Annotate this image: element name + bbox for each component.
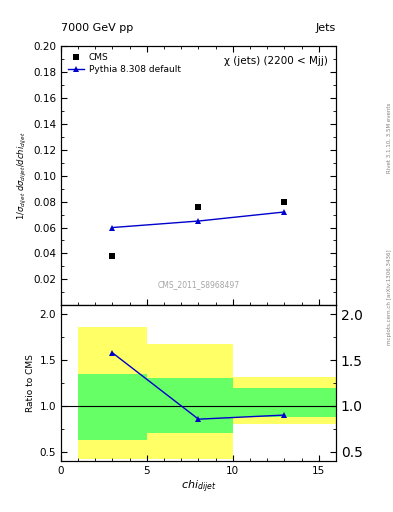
Y-axis label: Ratio to CMS: Ratio to CMS (26, 354, 35, 412)
Y-axis label: $1/\sigma_{dijet}\ d\sigma_{dijet}/dchi_{dijet}$: $1/\sigma_{dijet}\ d\sigma_{dijet}/dchi_… (16, 132, 29, 220)
Text: Rivet 3.1.10, 3.5M events: Rivet 3.1.10, 3.5M events (387, 103, 391, 174)
CMS (110, 253, 115, 259)
Pythia 8.308 default (282, 209, 287, 215)
Pythia 8.308 default (110, 224, 115, 230)
Legend: CMS, Pythia 8.308 default: CMS, Pythia 8.308 default (65, 51, 184, 77)
Line: Pythia 8.308 default: Pythia 8.308 default (109, 208, 288, 231)
Text: 7000 GeV pp: 7000 GeV pp (61, 23, 133, 33)
Line: CMS: CMS (109, 198, 288, 260)
Text: mcplots.cern.ch [arXiv:1306.3436]: mcplots.cern.ch [arXiv:1306.3436] (387, 249, 391, 345)
CMS (196, 204, 201, 210)
Text: Jets: Jets (316, 23, 336, 33)
Pythia 8.308 default (196, 218, 201, 224)
Text: CMS_2011_S8968497: CMS_2011_S8968497 (158, 280, 239, 289)
X-axis label: $chi_{dijet}$: $chi_{dijet}$ (181, 478, 216, 495)
CMS (282, 199, 287, 205)
Text: χ (jets) (2200 < Mjj): χ (jets) (2200 < Mjj) (224, 56, 328, 67)
